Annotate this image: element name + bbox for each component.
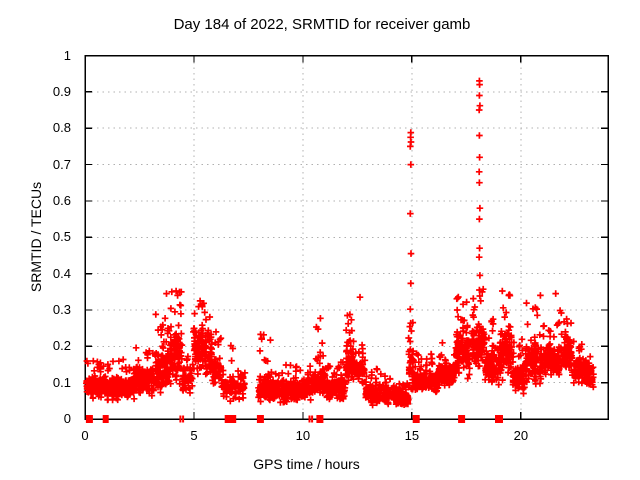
x-tick-label: 10	[295, 428, 311, 443]
y-tick-label: 0.1	[52, 374, 71, 390]
y-tick-label: 0.3	[52, 301, 71, 317]
zero-value-markers	[85, 415, 503, 423]
axis-tick-marks	[84, 54, 608, 420]
x-tick-label: 0	[81, 428, 89, 443]
x-tick-label: 20	[513, 428, 529, 443]
y-tick-label: 0.9	[52, 83, 71, 99]
x-tick-label: 15	[404, 428, 420, 443]
chart-title: Day 184 of 2022, SRMTID for receiver gam…	[173, 16, 471, 33]
y-tick-label: 0.7	[52, 156, 71, 172]
y-tick-label: 0.8	[52, 120, 71, 136]
y-tick-label: 0.5	[52, 229, 71, 245]
y-tick-label: 0.4	[52, 265, 71, 281]
y-tick-label: 1	[63, 47, 71, 63]
y-tick-label: 0.2	[52, 338, 71, 354]
scatter-points	[83, 77, 597, 409]
y-tick-label: 0.6	[52, 192, 71, 208]
x-axis-label: GPS time / hours	[253, 456, 360, 472]
x-tick-label: 5	[190, 428, 198, 443]
y-tick-label: 0	[63, 411, 71, 426]
